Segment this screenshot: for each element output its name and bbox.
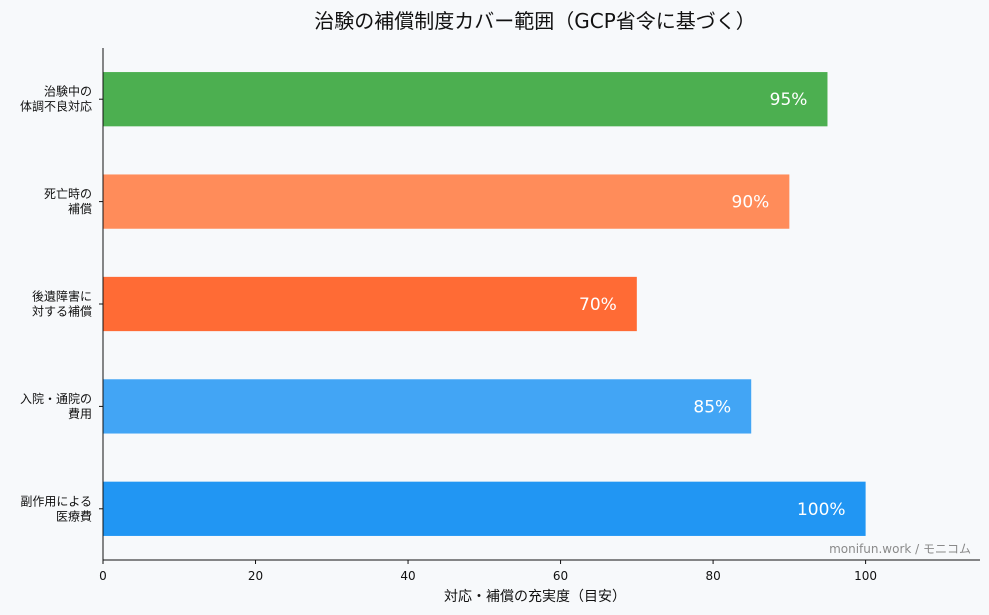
category-label-0-0: 治験中の <box>44 84 92 99</box>
category-label-3-1: 費用 <box>68 406 92 421</box>
x-tick-label-0: 0 <box>99 569 107 583</box>
axes-group: 治験中の体調不良対応死亡時の補償後遺障害に対する補償入院・通院の費用副作用による… <box>20 48 980 583</box>
chart-title: 治験の補償制度カバー範囲（GCP省令に基づく） <box>314 9 756 33</box>
x-tick-label-5: 100 <box>854 569 877 583</box>
x-tick-label-3: 60 <box>553 569 568 583</box>
category-label-0-1: 体調不良対応 <box>20 99 92 114</box>
category-label-1-0: 死亡時の <box>44 187 92 201</box>
x-axis-label: 対応・補償の充実度（目安） <box>444 589 626 605</box>
x-tick-label-4: 80 <box>705 569 720 583</box>
category-label-4-1: 医療費 <box>56 508 92 523</box>
watermark-text: monifun.work / モニコム <box>829 542 971 556</box>
data-label-3: 85% <box>693 397 731 417</box>
x-tick-label-1: 20 <box>248 569 263 583</box>
bar-4 <box>103 481 866 536</box>
bar-2 <box>103 276 637 332</box>
bar-0 <box>103 72 828 127</box>
x-tick-label-2: 40 <box>400 569 415 583</box>
bar-1 <box>103 174 790 229</box>
category-label-2-0: 後遺障害に <box>32 289 92 304</box>
bars-group: 95% 90% 70% 85% 100% <box>103 72 866 536</box>
data-label-1: 90% <box>732 193 770 213</box>
category-label-2-1: 対する補償 <box>32 305 92 319</box>
bar-3 <box>103 379 752 434</box>
data-label-4: 100% <box>797 500 846 520</box>
data-label-2: 70% <box>579 295 617 315</box>
category-label-1-1: 補償 <box>68 202 92 216</box>
category-label-3-0: 入院・通院の <box>20 392 92 406</box>
category-label-4-0: 副作用による <box>20 494 92 508</box>
data-label-0: 95% <box>770 90 808 110</box>
